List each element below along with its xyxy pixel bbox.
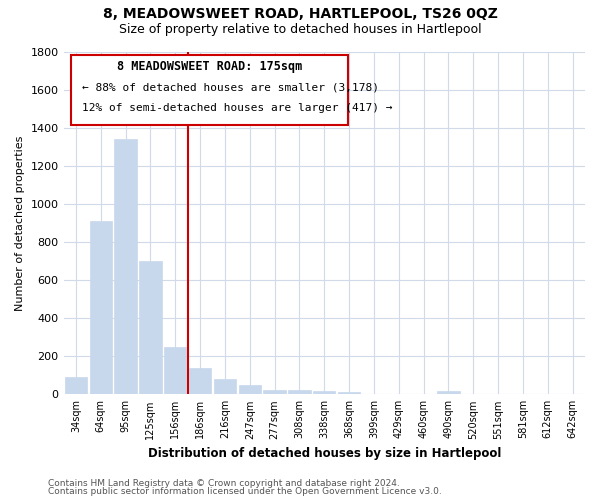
Bar <box>164 346 187 395</box>
Text: 12% of semi-detached houses are larger (417) →: 12% of semi-detached houses are larger (… <box>82 103 392 113</box>
Text: 8 MEADOWSWEET ROAD: 175sqm: 8 MEADOWSWEET ROAD: 175sqm <box>117 60 302 73</box>
Y-axis label: Number of detached properties: Number of detached properties <box>15 135 25 310</box>
Bar <box>89 221 112 394</box>
Text: 8, MEADOWSWEET ROAD, HARTLEPOOL, TS26 0QZ: 8, MEADOWSWEET ROAD, HARTLEPOOL, TS26 0Q… <box>103 8 497 22</box>
Bar <box>189 368 211 394</box>
Bar <box>313 392 335 394</box>
FancyBboxPatch shape <box>71 55 348 125</box>
Bar <box>263 390 286 394</box>
Text: Contains HM Land Registry data © Crown copyright and database right 2024.: Contains HM Land Registry data © Crown c… <box>48 478 400 488</box>
Bar <box>338 392 360 394</box>
Bar <box>288 390 311 394</box>
Bar <box>139 261 161 394</box>
Bar <box>65 377 87 394</box>
X-axis label: Distribution of detached houses by size in Hartlepool: Distribution of detached houses by size … <box>148 447 501 460</box>
Bar <box>437 392 460 394</box>
Bar <box>115 139 137 394</box>
Bar <box>214 379 236 394</box>
Text: Contains public sector information licensed under the Open Government Licence v3: Contains public sector information licen… <box>48 487 442 496</box>
Text: Size of property relative to detached houses in Hartlepool: Size of property relative to detached ho… <box>119 22 481 36</box>
Text: ← 88% of detached houses are smaller (3,178): ← 88% of detached houses are smaller (3,… <box>82 82 379 92</box>
Bar <box>239 385 261 394</box>
